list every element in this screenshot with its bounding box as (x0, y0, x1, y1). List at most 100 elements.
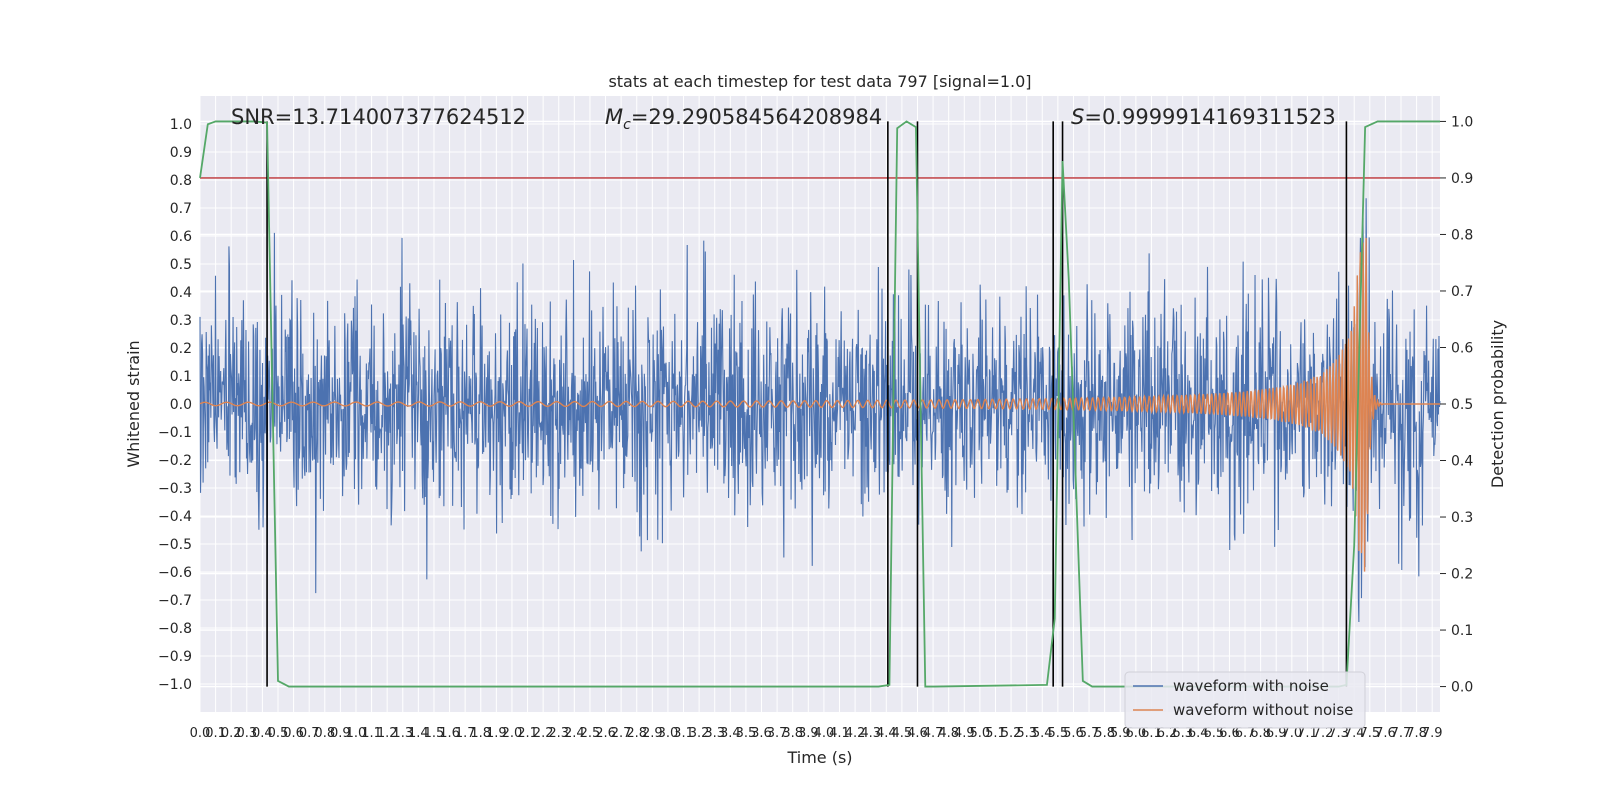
x-tick-label: 1.2 (377, 726, 398, 741)
x-tick-label: 0.2 (221, 726, 242, 741)
y-tick-label: 0.7 (170, 201, 192, 217)
x-tick-label: 0.6 (283, 726, 304, 741)
y-tick-label-right: 0.0 (1451, 680, 1473, 696)
x-tick-label: 0.5 (268, 726, 289, 741)
y-tick-label: 0.5 (170, 257, 192, 273)
y-tick-label-right: 0.5 (1451, 397, 1473, 413)
y-axis-left: −1.0 −0.9 −0.8 −0.7 −0.6 −0.5 −0.4 −0.3 −0.2 −0.1… (158, 117, 192, 693)
y-tick-label-right: 0.2 (1451, 567, 1473, 583)
x-tick-label: 6.0 (1126, 726, 1147, 741)
chirp-mass-symbol: M (605, 105, 623, 129)
x-tick-label: 5.5 (1048, 726, 1069, 741)
legend-box (1124, 671, 1366, 729)
x-tick-label: 6.6 (1219, 726, 1240, 741)
series-waveform-with-noise (199, 198, 1441, 623)
y-axis-label-right: Detection probability (1488, 320, 1507, 488)
x-tick-label: 3.3 (704, 726, 725, 741)
snr-annotation: SNR=13.714007377624512 (231, 105, 526, 129)
y-tick-label: −0.3 (158, 481, 192, 497)
y-tick-label: −1.0 (158, 677, 192, 693)
x-tick-label: 6.8 (1250, 726, 1271, 741)
x-tick-label: 5.1 (985, 726, 1006, 741)
x-tick-label: 1.1 (361, 726, 382, 741)
y-axis-right: 0.0 0.1 0.2 0.3 0.4 0.5 0.6 0.7 0.8 0.9 1.0 (1440, 114, 1473, 696)
y-tick-label-right: 0.4 (1451, 454, 1473, 470)
x-tick-label: 6.9 (1266, 726, 1287, 741)
x-tick-label: 4.7 (923, 726, 944, 741)
x-tick-label: 3.7 (767, 726, 788, 741)
x-tick-label: 2.7 (611, 726, 632, 741)
y-tick-label: 0.0 (170, 397, 192, 413)
x-tick-label: 0.8 (314, 726, 335, 741)
x-tick-label: 2.4 (564, 726, 585, 741)
x-tick-label: 7.8 (1406, 726, 1427, 741)
x-tick-label: 3.0 (658, 726, 679, 741)
x-tick-label: 2.1 (517, 726, 538, 741)
x-tick-label: 1.8 (470, 726, 491, 741)
y-tick-label: 1.0 (170, 117, 192, 133)
x-tick-label: 4.5 (892, 726, 913, 741)
y-tick-label: 0.9 (170, 145, 192, 161)
y-tick-label-right: 0.8 (1451, 227, 1473, 243)
x-tick-label: 2.2 (533, 726, 554, 741)
y-tick-label: −0.1 (158, 425, 192, 441)
y-tick-label: −0.5 (158, 537, 192, 553)
series-waveform-without-noise (199, 237, 1440, 572)
x-tick-label: 3.4 (720, 726, 741, 741)
x-tick-label: 4.6 (907, 726, 928, 741)
x-tick-label: 7.2 (1313, 726, 1334, 741)
s-value: =0.9999914169311523 (1084, 105, 1335, 129)
x-tick-label: 2.6 (595, 726, 616, 741)
x-tick-label: 0.1 (205, 726, 226, 741)
x-tick-label: 3.5 (736, 726, 757, 741)
x-tick-label: 5.0 (970, 726, 991, 741)
x-tick-label: 6.2 (1157, 726, 1178, 741)
y-tick-label-right: 0.7 (1451, 284, 1473, 300)
x-tick-label: 6.1 (1141, 726, 1162, 741)
y-tick-label-right: 1.0 (1451, 114, 1473, 130)
x-tick-label: 3.6 (751, 726, 772, 741)
x-tick-label: 5.2 (1001, 726, 1022, 741)
x-tick-label: 1.0 (346, 726, 367, 741)
x-tick-label: 2.0 (502, 726, 523, 741)
chart-title: stats at each timestep for test data 797… (608, 72, 1031, 91)
x-tick-label: 4.8 (938, 726, 959, 741)
y-tick-label: −0.6 (158, 565, 192, 581)
chirp-mass-value: =29.290584564208984 (631, 105, 882, 129)
x-tick-label: 3.2 (689, 726, 710, 741)
x-axis-label: Time (s) (786, 748, 852, 767)
x-tick-label: 7.0 (1281, 726, 1302, 741)
chirp-mass-annotation: Mc=29.290584564208984 (605, 105, 882, 133)
legend: waveform with noise waveform without noi… (1124, 671, 1366, 729)
x-tick-label: 5.6 (1063, 726, 1084, 741)
y-tick-label-right: 0.9 (1451, 171, 1473, 187)
x-tick-label: 6.7 (1235, 726, 1256, 741)
x-tick-label: 0.3 (236, 726, 257, 741)
x-tick-label: 2.3 (548, 726, 569, 741)
chirp-mass-subscript: c (623, 117, 631, 133)
x-tick-label: 0.4 (252, 726, 273, 741)
x-tick-label: 0.7 (299, 726, 320, 741)
x-tick-label: 7.3 (1328, 726, 1349, 741)
x-tick-label: 7.5 (1359, 726, 1380, 741)
noise-waveform-line (199, 198, 1441, 623)
x-tick-label: 1.4 (408, 726, 429, 741)
x-tick-label: 6.3 (1172, 726, 1193, 741)
x-tick-label: 6.5 (1203, 726, 1224, 741)
y-tick-label-right: 0.6 (1451, 340, 1473, 356)
x-tick-label: 1.7 (455, 726, 476, 741)
s-annotation: S=0.9999914169311523 (1071, 105, 1336, 129)
x-tick-label: 7.9 (1422, 726, 1443, 741)
x-tick-label: 2.8 (626, 726, 647, 741)
y-tick-label: 0.1 (170, 369, 192, 385)
y-tick-label: −0.8 (158, 621, 192, 637)
x-tick-label: 7.7 (1391, 726, 1412, 741)
legend-label-noise: waveform with noise (1173, 677, 1329, 695)
x-tick-label: 4.9 (954, 726, 975, 741)
x-axis: 0.00.10.20.30.40.50.60.70.80.91.01.11.21… (190, 726, 1443, 741)
y-tick-label-right: 0.1 (1451, 623, 1473, 639)
x-tick-label: 7.6 (1375, 726, 1396, 741)
x-tick-label: 1.6 (439, 726, 460, 741)
y-tick-label: 0.3 (170, 313, 192, 329)
